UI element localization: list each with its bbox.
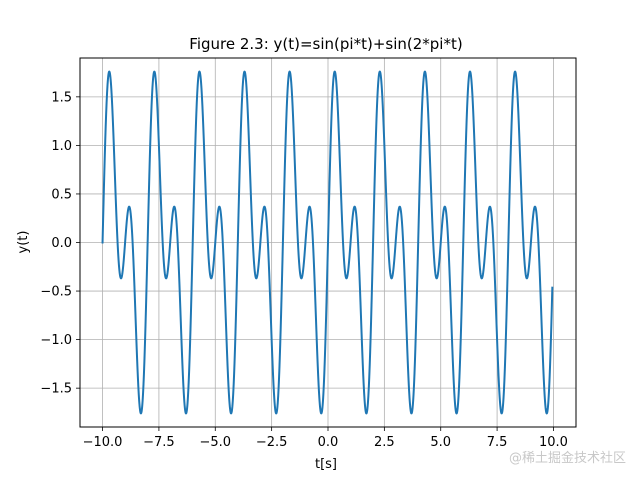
x-tick-label: 2.5 (374, 435, 395, 450)
watermark-text: @稀土掘金技术社区 (509, 450, 626, 466)
x-tick-label: −5.0 (199, 435, 231, 450)
x-axis-label: t[s] (315, 457, 337, 472)
x-tick-label: 5.0 (430, 435, 451, 450)
y-tick-label: −0.5 (40, 285, 72, 300)
x-tick-label: −2.5 (256, 435, 288, 450)
plot-lines (101, 70, 554, 415)
x-tick-label: −7.5 (143, 435, 175, 450)
y-tick-label: 0.5 (51, 187, 72, 202)
grid (80, 58, 576, 427)
y-tick-label: −1.0 (40, 333, 72, 348)
x-tick-label: 7.5 (487, 435, 508, 450)
y-tick-label: −1.5 (40, 382, 72, 397)
axis-ticks: −10.0 −7.5 −5.0 −2.5 0.0 2.5 5.0 7.5 10.0 −1.5 −1.… (40, 90, 568, 450)
y-tick-label: 0.0 (51, 236, 72, 251)
y-axis-label: y(t) (16, 231, 31, 254)
series-line (101, 70, 554, 415)
y-tick-label: 1.5 (51, 90, 72, 105)
x-tick-label: 0.0 (318, 435, 339, 450)
x-tick-label: 10.0 (539, 435, 568, 450)
x-tick-label: −10.0 (83, 435, 123, 450)
chart-title: Figure 2.3: y(t)=sin(pi*t)+sin(2*pi*t) (189, 35, 462, 53)
y-tick-label: 1.0 (51, 139, 72, 154)
